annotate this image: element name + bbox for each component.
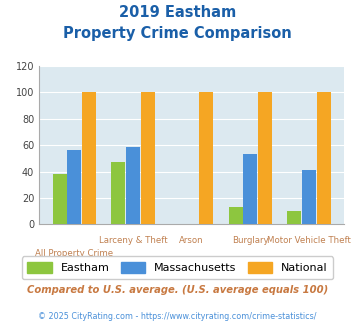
Bar (53, 174, 67, 224)
Bar (67, 150, 81, 224)
Text: Motor Vehicle Theft: Motor Vehicle Theft (267, 236, 351, 245)
Text: Arson: Arson (179, 236, 204, 245)
Bar (302, 170, 316, 224)
Text: Compared to U.S. average. (U.S. average equals 100): Compared to U.S. average. (U.S. average … (27, 285, 328, 295)
Bar (126, 147, 140, 224)
Text: 2019 Eastham: 2019 Eastham (119, 5, 236, 20)
Legend: Eastham, Massachusetts, National: Eastham, Massachusetts, National (22, 256, 333, 279)
Bar (288, 211, 301, 224)
Bar (244, 154, 257, 224)
Text: Larceny & Theft: Larceny & Theft (99, 236, 167, 245)
Text: © 2025 CityRating.com - https://www.cityrating.com/crime-statistics/: © 2025 CityRating.com - https://www.city… (38, 312, 317, 321)
Bar (141, 92, 155, 224)
Bar (258, 92, 272, 224)
Bar (82, 92, 96, 224)
Bar (229, 207, 243, 224)
Bar (200, 92, 213, 224)
Text: Property Crime Comparison: Property Crime Comparison (63, 26, 292, 41)
Text: All Property Crime: All Property Crime (35, 249, 113, 258)
Text: Burglary: Burglary (232, 236, 269, 245)
Bar (317, 92, 331, 224)
Bar (111, 162, 125, 224)
